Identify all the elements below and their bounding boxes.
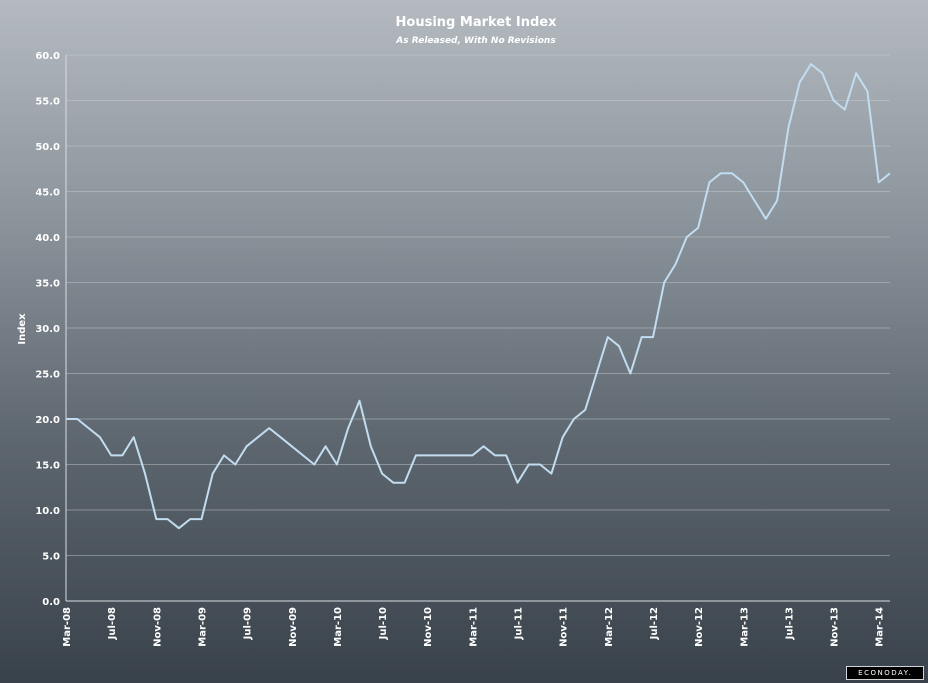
y-tick-label: 45.0 bbox=[35, 188, 60, 199]
y-tick-label: 10.0 bbox=[35, 506, 60, 517]
y-tick-label: 5.0 bbox=[42, 552, 60, 563]
y-tick-label: 55.0 bbox=[35, 97, 60, 108]
y-axis-ticks: 0.0 5.0 10.0 15.0 20.0 25.0 30.0 35.0 40.0 45.0 50… bbox=[35, 51, 60, 608]
x-tick-label: Mar-13 bbox=[739, 607, 750, 647]
x-tick-label: Mar-09 bbox=[197, 607, 208, 647]
y-tick-label: 40.0 bbox=[35, 233, 60, 244]
x-tick-label: Nov-12 bbox=[694, 607, 705, 647]
x-tick-label: Jul-09 bbox=[243, 607, 254, 640]
chart-subtitle: As Released, With No Revisions bbox=[395, 36, 556, 46]
y-tick-label: 35.0 bbox=[35, 279, 60, 290]
x-tick-label: Mar-08 bbox=[62, 607, 73, 647]
x-tick-label: Nov-09 bbox=[288, 607, 299, 647]
x-tick-label: Nov-08 bbox=[152, 607, 163, 647]
chart-title: Housing Market Index bbox=[396, 15, 558, 30]
x-tick-label: Jul-11 bbox=[514, 607, 525, 640]
y-tick-label: 15.0 bbox=[35, 461, 60, 472]
series-line-housing-market-index bbox=[66, 63, 891, 530]
x-tick-label: Mar-12 bbox=[604, 607, 615, 647]
x-tick-label: Nov-13 bbox=[830, 607, 841, 647]
x-tick-label: Mar-11 bbox=[468, 607, 479, 647]
y-tick-label: 60.0 bbox=[35, 51, 60, 62]
econoday-logo: ECONODAY. bbox=[846, 666, 924, 680]
y-tick-label: 0.0 bbox=[42, 597, 60, 608]
x-tick-label: Jul-13 bbox=[784, 607, 795, 640]
x-tick-label: Jul-12 bbox=[649, 607, 660, 640]
x-axis-ticks: Mar-08 Jul-08 Nov-08 Mar-09 Jul-09 Nov-09 Mar-… bbox=[62, 607, 886, 647]
x-tick-label: Nov-11 bbox=[559, 607, 570, 647]
x-tick-label: Mar-10 bbox=[333, 607, 344, 647]
y-tick-label: 25.0 bbox=[35, 370, 60, 381]
x-tick-label: Jul-10 bbox=[378, 607, 389, 640]
x-tick-label: Jul-08 bbox=[107, 607, 118, 640]
x-tick-label: Mar-14 bbox=[875, 607, 886, 647]
y-tick-label: 50.0 bbox=[35, 142, 60, 153]
y-tick-label: 30.0 bbox=[35, 324, 60, 335]
y-axis-label: Index bbox=[17, 313, 28, 345]
y-tick-label: 20.0 bbox=[35, 415, 60, 426]
gridlines bbox=[66, 54, 890, 556]
x-tick-label: Nov-10 bbox=[423, 607, 434, 647]
